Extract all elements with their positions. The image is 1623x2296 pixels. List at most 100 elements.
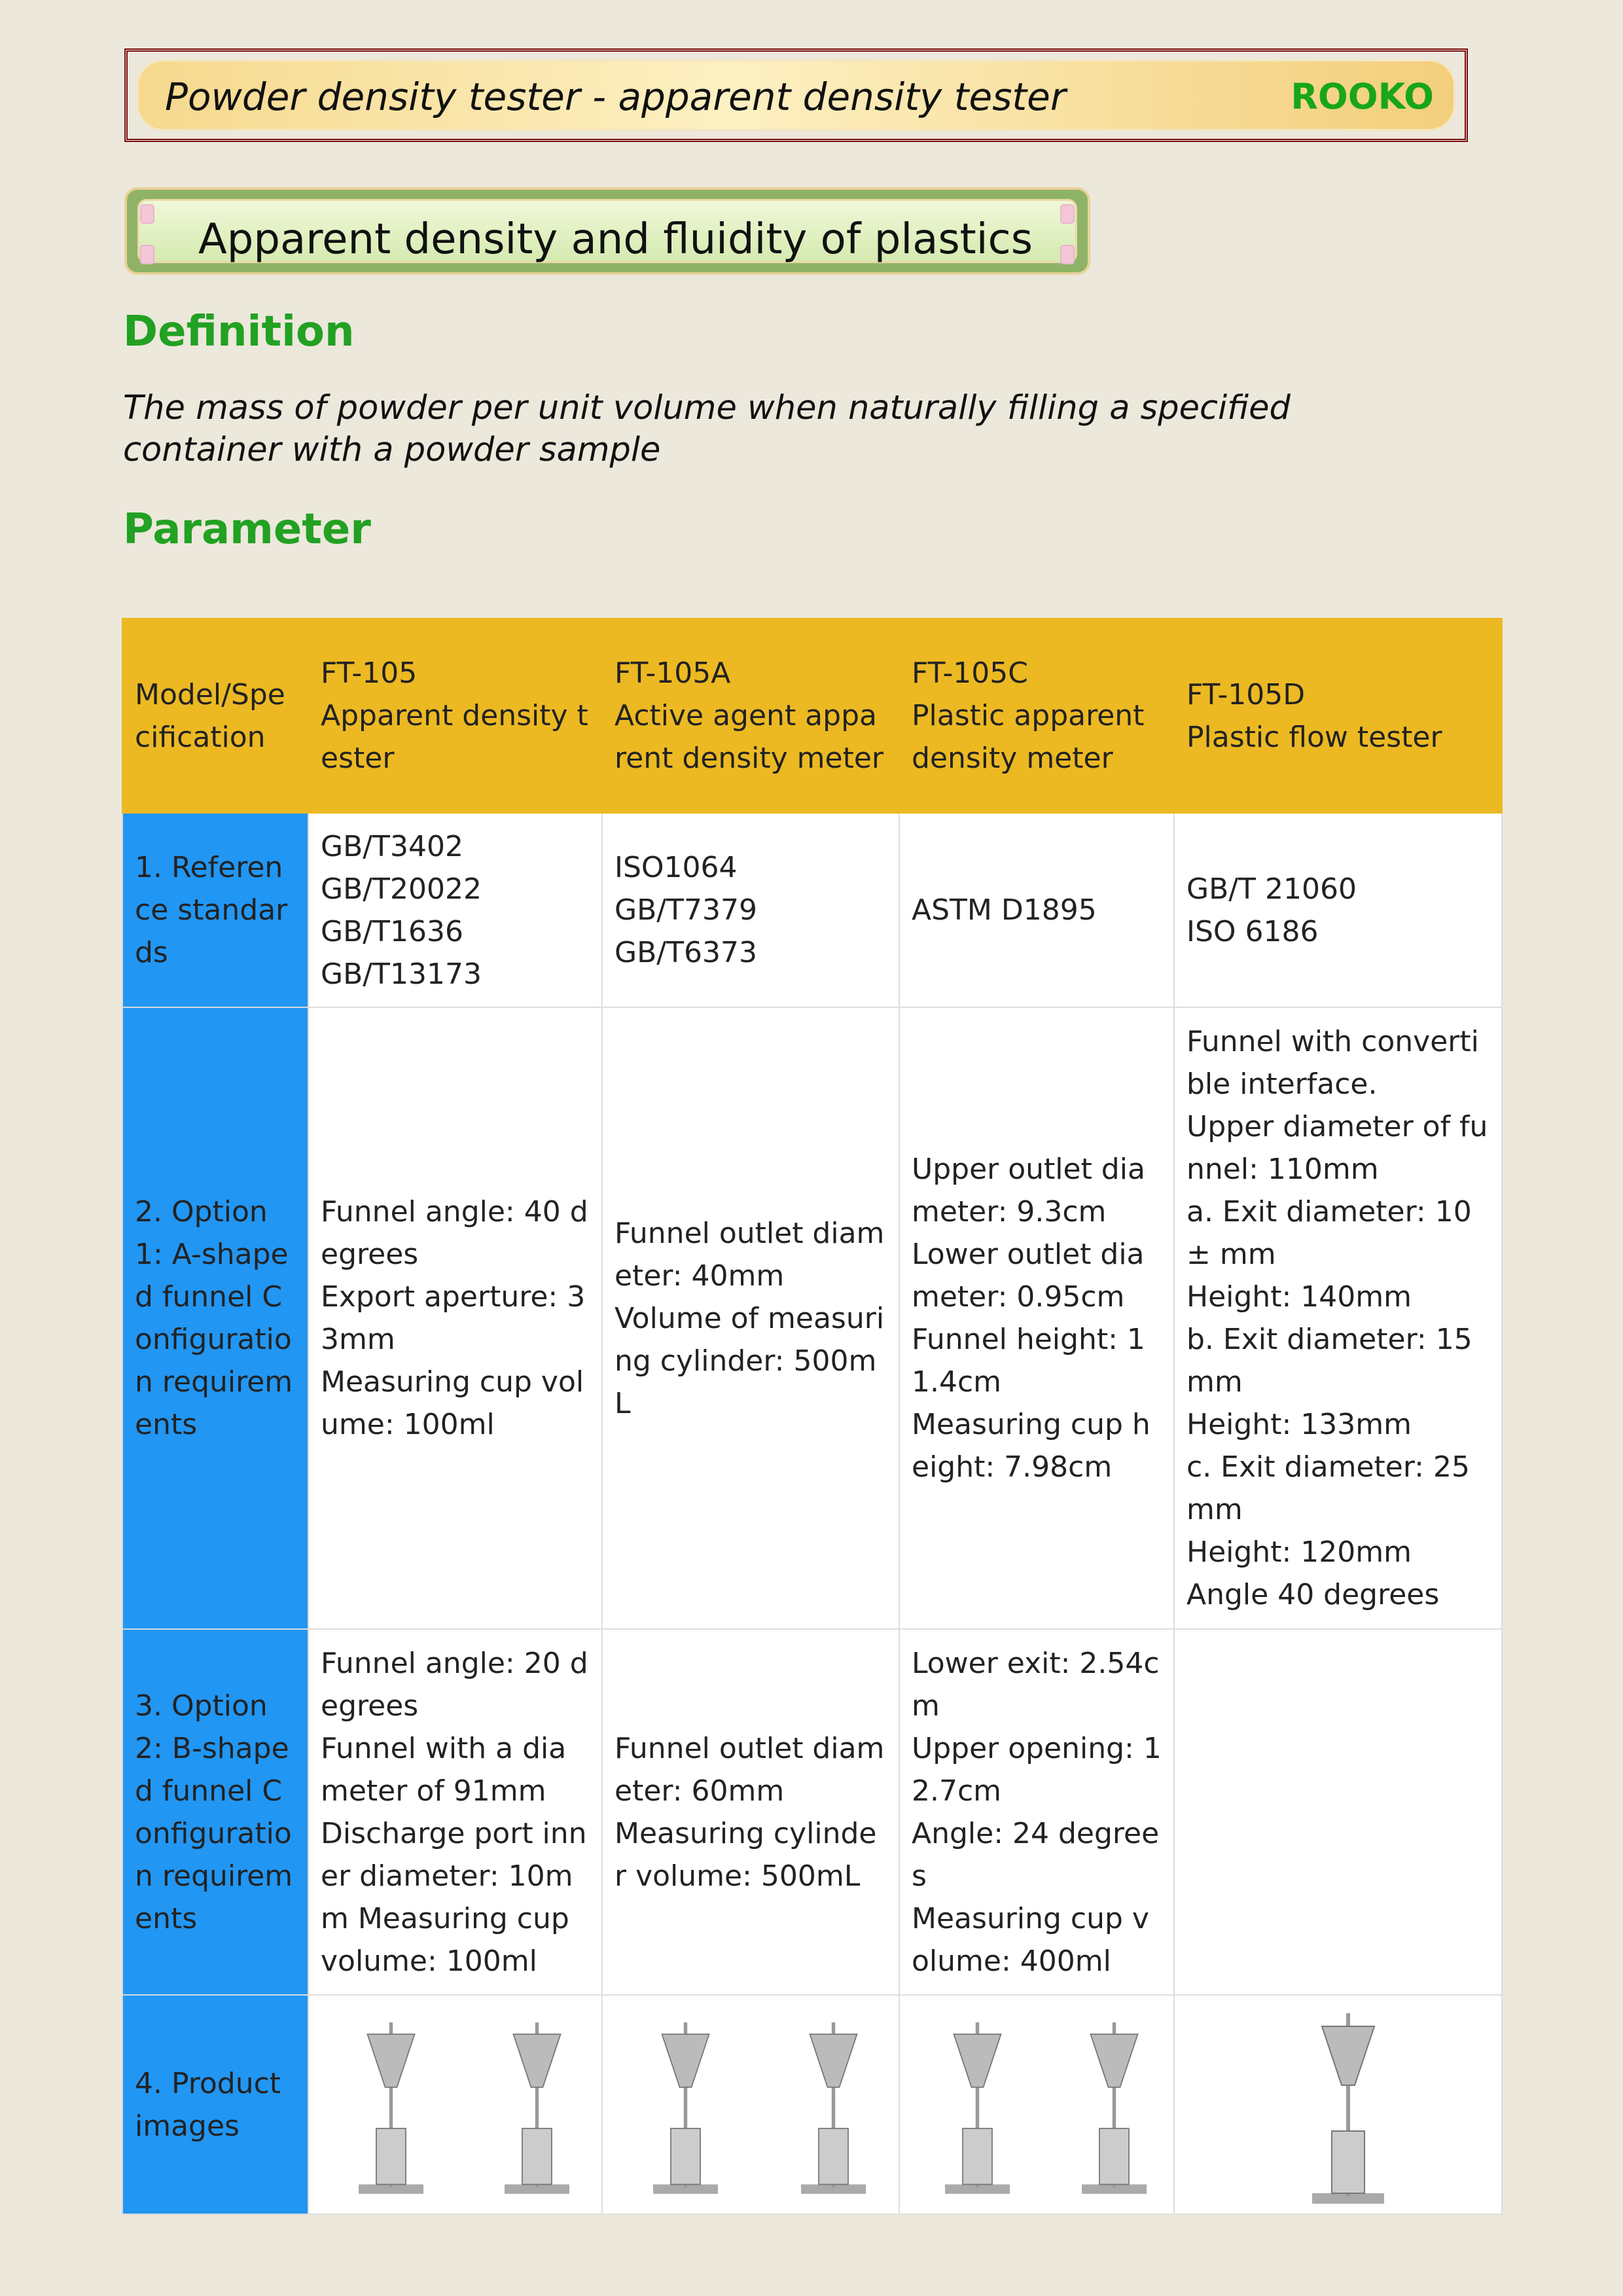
table-cell: GB/T 21060 ISO 6186 (1173, 812, 1503, 1008)
table-cell: Funnel with convertible interface. Upper … (1173, 1007, 1503, 1630)
banner-panel: Powder density tester - apparent density… (137, 60, 1455, 131)
table-cell: Funnel angle: 40 degrees Export aperture:… (308, 1007, 603, 1630)
product-image (1081, 2022, 1147, 2194)
cell-text: Funnel angle: 40 degrees (321, 1195, 588, 1271)
column-header-spec: Model/Specification (122, 618, 309, 814)
cell-text: Funnel with a diameter of 91mm (321, 1731, 567, 1808)
pin-decoration (1060, 245, 1075, 264)
cell-text: Volume of measuring cylinder: 500mL (615, 1301, 885, 1420)
row-label: 3. Option 2: B-shaped funnel Configurati… (122, 1628, 309, 1996)
cell-text: Angle: 24 degrees (912, 1816, 1160, 1893)
table-cell (601, 1994, 900, 2215)
table-row: 2. Option 1: A-shaped funnel Configurati… (122, 1007, 1503, 1630)
cell-text: Height: 120mm (1186, 1535, 1412, 1569)
cell-text: Funnel outlet diameter: 40mm (615, 1216, 885, 1293)
table-cell: Upper outlet diameter: 9.3cm Lower outlet… (899, 1007, 1175, 1630)
cell-text: Angle 40 degrees (1186, 1578, 1440, 1611)
parameter-heading: Parameter (123, 505, 371, 554)
cell-text: Lower exit: 2.54cm (912, 1646, 1160, 1723)
pin-decoration (140, 204, 154, 224)
cell-text: Funnel angle: 20 degrees (321, 1646, 588, 1723)
cell-text: Measuring cylinder volume: 500mL (615, 1816, 877, 1893)
cell-text: Plastic flow tester (1186, 720, 1442, 754)
product-image (944, 2022, 1010, 2194)
table-cell: Funnel outlet diameter: 40mm Volume of me… (601, 1007, 900, 1630)
table-cell: Funnel angle: 20 degrees Funnel with a di… (308, 1628, 603, 1996)
table-cell: GB/T3402 GB/T20022 GB/T1636 GB/T13173 (308, 812, 603, 1008)
cell-text: Model/Specification (135, 677, 285, 754)
cell-text: Upper opening: 12.7cm (912, 1731, 1162, 1808)
cell-text: 2. Option 1: A-shaped funnel Configurati… (135, 1195, 293, 1441)
cell-text: Plastic apparent density meter (912, 699, 1145, 775)
table-header-row: Model/Specification FT-105 Apparent densit… (122, 618, 1503, 814)
column-header-model: FT-105 Apparent density tester (308, 618, 603, 814)
product-image (801, 2022, 866, 2194)
cell-text: GB/T13173 (321, 957, 482, 991)
cell-text: FT-105C (912, 656, 1028, 690)
cell-text: ASTM D1895 (912, 893, 1097, 927)
table-row: 4. Product images (122, 1994, 1503, 2215)
table-row: 1. Reference standards GB/T3402 GB/T20022 G… (122, 812, 1503, 1008)
table-cell (308, 1994, 603, 2215)
cell-text: 4. Product images (135, 2066, 281, 2143)
cell-text: 1. Reference standards (135, 851, 288, 969)
product-image (1311, 2013, 1384, 2204)
cell-text: c. Exit diameter: 25mm (1186, 1450, 1470, 1526)
cell-text: Height: 133mm (1186, 1408, 1412, 1441)
cell-text: Measuring cup height: 7.98cm (912, 1408, 1150, 1484)
pin-decoration (140, 245, 154, 264)
cell-text: GB/T7379 (615, 893, 757, 927)
cell-text: GB/T6373 (615, 936, 757, 969)
cell-text: b. Exit diameter: 15mm (1186, 1323, 1472, 1399)
product-image (505, 2022, 570, 2194)
product-image (358, 2022, 423, 2194)
cell-text: Funnel with convertible interface. (1186, 1025, 1479, 1101)
cell-text: FT-105D (1186, 677, 1306, 711)
table-cell (1173, 1628, 1503, 1996)
row-label: 4. Product images (122, 1994, 309, 2215)
cell-text: Upper outlet diameter: 9.3cm (912, 1153, 1145, 1229)
title-banner: Powder density tester - apparent density… (124, 48, 1468, 142)
cell-text: Funnel outlet diameter: 60mm (615, 1731, 885, 1808)
cell-text: Apparent density tester (321, 699, 588, 775)
table-cell: Funnel outlet diameter: 60mm Measuring cy… (601, 1628, 900, 1996)
table-cell: ASTM D1895 (899, 812, 1175, 1008)
section-panel: Apparent density and fluidity of plastic… (137, 199, 1077, 264)
page-title: Powder density tester - apparent density… (165, 75, 1066, 119)
section-banner: Apparent density and fluidity of plastic… (124, 187, 1090, 275)
cell-text: 3. Option 2: B-shaped funnel Configurati… (135, 1689, 293, 1935)
cell-text: GB/T20022 (321, 872, 482, 906)
cell-text: FT-105A (615, 656, 731, 690)
cell-text: ISO 6186 (1186, 914, 1319, 948)
column-header-model: FT-105C Plastic apparent density meter (899, 618, 1175, 814)
section-title: Apparent density and fluidity of plastic… (198, 215, 1033, 264)
cell-text: GB/T 21060 (1186, 872, 1357, 906)
cell-text: GB/T3402 (321, 829, 463, 863)
column-header-model: FT-105A Active agent apparent density met… (601, 618, 900, 814)
cell-text: Upper diameter of funnel: 110mm (1186, 1110, 1488, 1186)
table-cell: Lower exit: 2.54cm Upper opening: 12.7cm A… (899, 1628, 1175, 1996)
column-header-model: FT-105D Plastic flow tester (1173, 618, 1503, 814)
table-cell (1173, 1994, 1503, 2215)
cell-text: a. Exit diameter: 10 ± mm (1186, 1195, 1472, 1271)
table-row: 3. Option 2: B-shaped funnel Configurati… (122, 1628, 1503, 1996)
product-image (653, 2022, 718, 2194)
cell-text: Discharge port inner diameter: 10mm Meas… (321, 1816, 587, 1978)
cell-text: Lower outlet diameter: 0.95cm (912, 1238, 1145, 1314)
cell-text: Measuring cup volume: 100ml (321, 1365, 584, 1441)
cell-text: GB/T1636 (321, 914, 463, 948)
definition-text: The mass of powder per unit volume when … (123, 389, 1291, 469)
pin-decoration (1060, 204, 1075, 224)
cell-text: ISO1064 (615, 851, 738, 884)
cell-text: Active agent apparent density meter (615, 699, 883, 775)
table-cell (899, 1994, 1175, 2215)
cell-text: Funnel height: 11.4cm (912, 1323, 1145, 1399)
row-label: 2. Option 1: A-shaped funnel Configurati… (122, 1007, 309, 1630)
definition-heading: Definition (123, 308, 355, 356)
cell-text: Height: 140mm (1186, 1280, 1412, 1314)
cell-text: Export aperture: 33mm (321, 1280, 586, 1356)
cell-text: FT-105 (321, 656, 418, 690)
spec-table: Model/Specification FT-105 Apparent densit… (122, 618, 1503, 2215)
brand-logo: ROOKO (1291, 76, 1434, 117)
cell-text: Measuring cup volume: 400ml (912, 1901, 1149, 1978)
